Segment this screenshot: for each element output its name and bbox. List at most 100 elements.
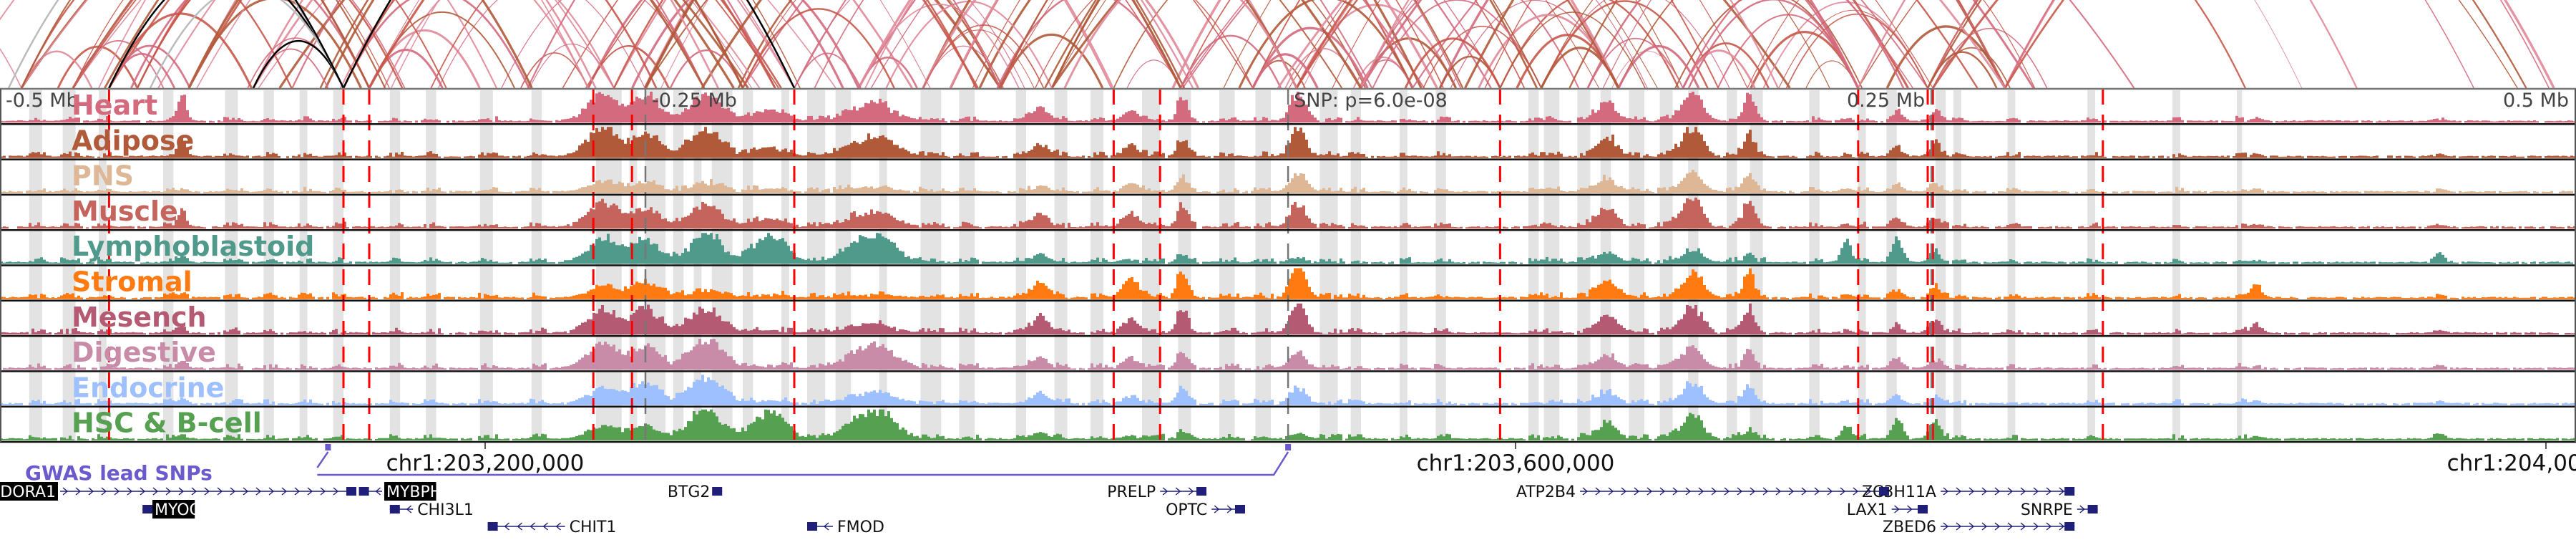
gene-annotation-track: ADORA1 MYBPH MYOG CHI3L1 CHIT1 BTG2 FMOD PRELP O… bbox=[0, 482, 2098, 536]
gene-adora1[interactable]: ADORA1 bbox=[0, 482, 356, 501]
track-labels: Heart Adipose PNS Muscle Lymphoblastoid Strom… bbox=[72, 90, 314, 439]
gene-label-highlight bbox=[0, 482, 59, 501]
strand-arrow-icon bbox=[1894, 505, 1900, 514]
loop-arc bbox=[1035, 0, 1254, 89]
strand-arrow-icon bbox=[165, 487, 172, 496]
gene-label: ZC3H11A bbox=[1862, 483, 1936, 501]
gene-myog[interactable]: MYOG bbox=[142, 500, 202, 519]
loop-arc bbox=[737, 0, 1002, 89]
strand-arrow-icon bbox=[1827, 487, 1833, 496]
track-label-stromal: Stromal bbox=[72, 266, 192, 298]
strand-arrow-icon bbox=[1865, 487, 1872, 496]
strand-arrow-icon bbox=[1775, 487, 1782, 496]
coordinate-label: chr1:203,200,000 bbox=[386, 450, 585, 476]
loop-arc bbox=[794, 52, 862, 89]
gwas-snp-marker[interactable] bbox=[325, 444, 331, 450]
strand-arrow-icon bbox=[2059, 487, 2065, 496]
loop-arc bbox=[258, 0, 1001, 89]
gene-mybph[interactable]: MYBPH bbox=[358, 482, 442, 501]
offset-label: SNP: p=6.0e-08 bbox=[1294, 90, 1448, 112]
loop-arc-lead-snp bbox=[7, 0, 345, 89]
track-borders bbox=[0, 87, 2576, 443]
loop-arc bbox=[1682, 0, 1905, 89]
gene-exon bbox=[1918, 505, 1928, 514]
strand-arrow-icon bbox=[114, 487, 120, 496]
strand-arrow-icon bbox=[2033, 487, 2039, 496]
loop-arc bbox=[1360, 0, 1648, 89]
track-label-mesench: Mesench bbox=[72, 302, 207, 333]
loop-arc bbox=[1617, 45, 1700, 89]
loop-arc bbox=[1778, 9, 1928, 89]
gene-exon bbox=[346, 487, 356, 496]
track-label-endocrine: Endocrine bbox=[72, 372, 224, 403]
strand-arrow-icon bbox=[75, 487, 82, 496]
offset-label: 0.25 Mb bbox=[1847, 90, 1925, 112]
gene-exon bbox=[1196, 487, 1206, 496]
gene-label: ZBED6 bbox=[1883, 519, 1936, 536]
track-label-hsc-b-cell: HSC & B-cell bbox=[72, 408, 262, 439]
strand-arrow-icon bbox=[140, 487, 146, 496]
loop-arc bbox=[922, 0, 1200, 89]
loop-arc bbox=[1857, 0, 2358, 89]
strand-arrow-icon bbox=[530, 522, 536, 531]
gene-label: PRELP bbox=[1107, 483, 1156, 501]
gene-atp2b4[interactable]: ATP2B4 bbox=[1516, 483, 1889, 501]
coordinate-label: chr1:204,000,000 bbox=[2447, 450, 2576, 476]
strand-arrow-icon bbox=[268, 487, 275, 496]
gene-zbed6[interactable]: ZBED6 bbox=[1883, 519, 2075, 536]
loop-arc bbox=[438, 0, 645, 89]
gene-label: ADORA1 bbox=[0, 483, 56, 501]
gene-exon bbox=[2064, 522, 2075, 531]
strand-arrow-icon bbox=[504, 522, 510, 531]
loop-arc bbox=[587, 0, 844, 89]
gwas-track-label: GWAS lead SNPs bbox=[25, 461, 213, 485]
strand-arrow-icon bbox=[1737, 487, 1743, 496]
loop-arc bbox=[1360, 0, 1580, 89]
gene-zc3h11a[interactable]: ZC3H11A bbox=[1862, 483, 2075, 501]
strand-arrow-icon bbox=[517, 522, 523, 531]
strand-arrow-icon bbox=[1788, 487, 1795, 496]
strand-arrow-icon bbox=[2033, 522, 2039, 531]
strand-arrow-icon bbox=[255, 487, 262, 496]
gene-label: OPTC bbox=[1166, 501, 1207, 519]
strand-arrow-icon bbox=[294, 487, 301, 496]
gene-chi3l1[interactable]: CHI3L1 bbox=[389, 501, 474, 519]
strand-arrow-icon bbox=[1801, 487, 1807, 496]
strand-arrow-icon bbox=[101, 487, 107, 496]
loop-arc bbox=[137, 0, 447, 89]
strand-arrow-icon bbox=[1698, 487, 1704, 496]
loop-arc bbox=[342, 0, 530, 89]
gene-chit1[interactable]: CHIT1 bbox=[487, 519, 617, 536]
strand-arrow-icon bbox=[1214, 505, 1220, 514]
strand-arrow-icon bbox=[1968, 487, 1975, 496]
strand-arrow-icon bbox=[1162, 487, 1169, 496]
strand-arrow-icon bbox=[1175, 487, 1181, 496]
gene-lax1[interactable]: LAX1 bbox=[1847, 501, 1928, 519]
strand-arrow-icon bbox=[2007, 522, 2014, 531]
signal-pns bbox=[0, 170, 2576, 193]
loop-arc bbox=[0, 47, 22, 89]
loop-arc bbox=[342, 0, 658, 89]
gene-snrpe[interactable]: SNRPE bbox=[2021, 501, 2098, 519]
gene-prelp[interactable]: PRELP bbox=[1107, 483, 1206, 501]
gwas-snp-marker[interactable] bbox=[1285, 444, 1292, 450]
loop-arc bbox=[1499, 0, 1679, 89]
strand-arrow-icon bbox=[2007, 487, 2014, 496]
strand-arrow-icon bbox=[1943, 522, 1949, 531]
gwas-lead-snps-track: GWAS lead SNPs bbox=[25, 444, 1292, 485]
strand-arrow-icon bbox=[823, 522, 829, 531]
caqtl-marker-lines bbox=[107, 89, 2104, 442]
strand-arrow-icon bbox=[1814, 487, 1820, 496]
gene-exon bbox=[2087, 505, 2098, 514]
loop-arc bbox=[20, 0, 293, 89]
gene-exon bbox=[807, 522, 817, 531]
gene-btg2[interactable]: BTG2 bbox=[668, 483, 723, 501]
loop-arc bbox=[1252, 26, 1369, 89]
gene-optc[interactable]: OPTC bbox=[1166, 501, 1245, 519]
gene-fmod[interactable]: FMOD bbox=[807, 519, 884, 536]
loop-arc bbox=[2004, 0, 2065, 89]
offset-label: 0.5 Mb bbox=[2503, 90, 2569, 112]
loop-arc bbox=[1747, 0, 2036, 89]
